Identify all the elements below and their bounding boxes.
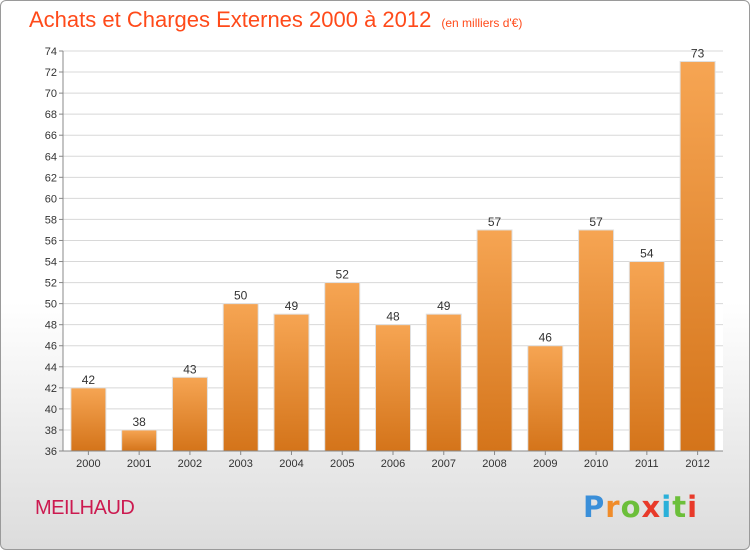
bar-2000 <box>70 387 107 452</box>
data-label: 57 <box>589 215 603 229</box>
data-label: 48 <box>386 310 400 324</box>
bar-2008 <box>476 229 513 452</box>
chart-subtitle: (en milliers d'€) <box>441 16 523 30</box>
data-label: 49 <box>285 299 299 313</box>
y-tick-label: 52 <box>45 278 57 290</box>
y-tick-label: 66 <box>45 130 57 142</box>
x-tick-label: 2009 <box>533 458 557 470</box>
x-tick-label: 2004 <box>279 458 303 470</box>
bar-2005 <box>324 282 361 452</box>
brand-logo: Proxiti <box>583 490 698 524</box>
brand-letter: x <box>641 490 662 524</box>
y-tick-label: 48 <box>45 320 57 332</box>
y-tick-label: 50 <box>45 299 57 311</box>
data-label: 52 <box>336 268 350 282</box>
data-label: 57 <box>488 215 502 229</box>
bar-2003 <box>222 303 259 452</box>
y-tick-label: 42 <box>45 383 57 395</box>
bar-2007 <box>425 313 462 452</box>
y-tick-label: 58 <box>45 214 57 226</box>
y-tick-label: 68 <box>45 109 57 121</box>
data-label: 46 <box>539 331 553 345</box>
bar-2009 <box>527 345 564 452</box>
bar-2006 <box>375 324 411 452</box>
y-tick-label: 54 <box>45 257 57 269</box>
data-label: 42 <box>82 373 96 387</box>
x-tick-label: 2010 <box>584 458 608 470</box>
bar-2001 <box>121 429 158 452</box>
data-label: 49 <box>437 299 451 313</box>
commune-name: MEILHAUD <box>35 497 135 519</box>
x-tick-label: 2012 <box>685 458 709 470</box>
x-tick-label: 2000 <box>76 458 100 470</box>
y-tick-label: 62 <box>45 172 57 184</box>
brand-letter: o <box>620 490 642 524</box>
bar-2012 <box>679 61 716 452</box>
y-tick-label: 72 <box>45 67 57 79</box>
x-tick-label: 2001 <box>127 458 151 470</box>
y-tick-label: 56 <box>45 235 57 247</box>
data-label: 43 <box>183 362 197 376</box>
y-tick-label: 46 <box>45 341 57 353</box>
chart-title: Achats et Charges Externes 2000 à 2012 (e… <box>29 7 522 33</box>
bar-2004 <box>273 313 310 452</box>
y-tick-label: 44 <box>45 362 57 374</box>
data-label: 54 <box>640 247 654 261</box>
chart-title-text: Achats et Charges Externes 2000 à 2012 <box>29 7 432 32</box>
brand-letter: i <box>687 490 699 524</box>
y-tick-label: 40 <box>45 404 57 416</box>
brand-letter: r <box>605 490 621 524</box>
brand-letter: t <box>672 490 688 524</box>
y-tick-label: 64 <box>45 151 57 163</box>
x-tick-label: 2002 <box>178 458 202 470</box>
bar-2011 <box>628 261 665 452</box>
y-tick-label: 36 <box>45 446 57 458</box>
brand-letter: i <box>661 490 673 524</box>
x-tick-label: 2007 <box>432 458 456 470</box>
x-tick-label: 2011 <box>635 458 659 470</box>
data-label: 38 <box>132 415 146 429</box>
y-tick-label: 74 <box>45 46 57 58</box>
x-tick-label: 2006 <box>381 458 405 470</box>
y-tick-label: 60 <box>45 193 57 205</box>
data-label: 73 <box>691 47 705 61</box>
bars-layer: 42 38 43 50 49 52 48 49 57 46 57 54 73 <box>70 47 716 452</box>
bar-2002 <box>171 376 208 452</box>
axis-layer: 36 38 40 42 44 46 48 50 52 54 56 58 60 62 64 66 68 70 72 74… <box>45 46 723 470</box>
brand-letter: P <box>583 490 606 524</box>
x-tick-label: 2003 <box>228 458 252 470</box>
x-tick-label: 2005 <box>330 458 354 470</box>
y-tick-label: 38 <box>45 425 57 437</box>
data-label: 50 <box>234 289 248 303</box>
bar-2010 <box>578 229 615 452</box>
x-tick-label: 2008 <box>482 458 506 470</box>
y-tick-label: 70 <box>45 88 57 100</box>
